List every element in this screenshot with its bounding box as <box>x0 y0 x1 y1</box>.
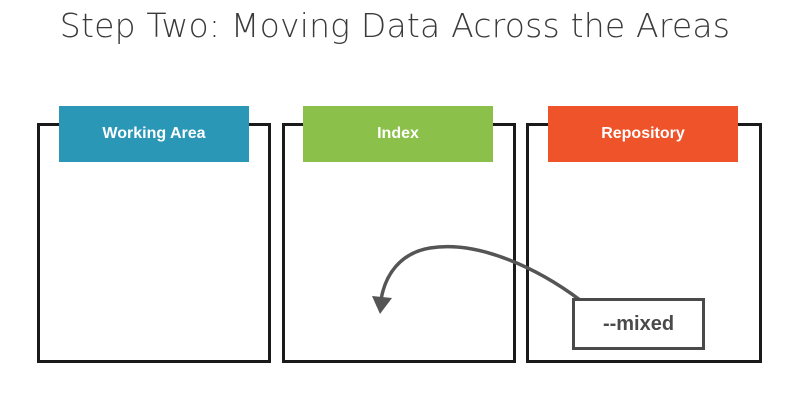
mixed-option-label: --mixed <box>602 312 675 335</box>
repository-box <box>526 123 762 363</box>
slide-title: Step Two: Moving Data Across the Areas <box>59 6 731 45</box>
index-label: Index <box>303 106 493 162</box>
working-area-label: Working Area <box>59 106 249 162</box>
mixed-option-box: --mixed <box>572 298 705 350</box>
repository-label: Repository <box>548 106 738 162</box>
index-box <box>282 123 516 363</box>
